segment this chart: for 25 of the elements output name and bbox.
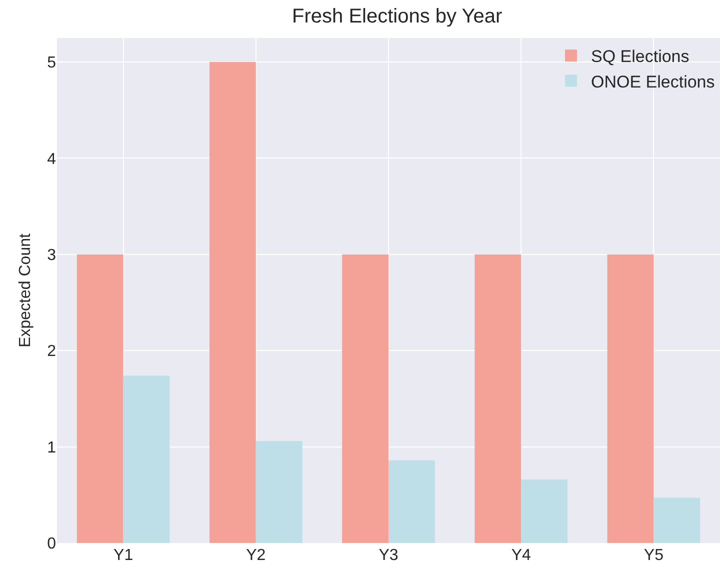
bar: [607, 254, 654, 543]
y-axis-title: Expected Count: [16, 233, 34, 348]
chart-title: Fresh Elections by Year: [292, 6, 502, 28]
bar: [342, 254, 388, 543]
x-tick-label: Y5: [644, 547, 664, 564]
y-tick-label: 5: [47, 54, 56, 72]
bar: [256, 441, 302, 543]
x-tick-label: Y1: [114, 547, 134, 564]
y-tick-label: 1: [47, 439, 56, 456]
x-tick-label: Y4: [511, 547, 531, 564]
bar: [76, 254, 124, 543]
bar: [474, 254, 522, 543]
bar: [388, 460, 435, 543]
y-tick-label: 0: [47, 536, 56, 553]
bar: [654, 498, 700, 543]
y-tick-label: 3: [47, 247, 56, 264]
legend-label: ONOE Elections: [591, 72, 715, 92]
y-tick-label: 4: [47, 150, 56, 168]
y-tick-label: 2: [47, 343, 56, 360]
x-tick-label: Y2: [246, 547, 266, 564]
bar: [123, 376, 170, 543]
bar: [521, 480, 568, 543]
legend-label: SQ Elections: [591, 47, 690, 66]
bar: [209, 62, 256, 543]
x-tick-label: Y3: [378, 547, 398, 564]
